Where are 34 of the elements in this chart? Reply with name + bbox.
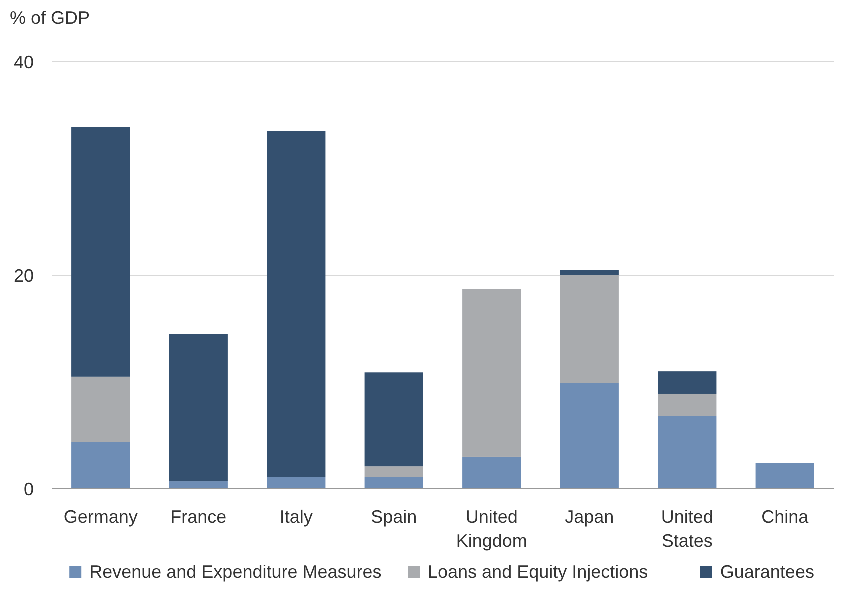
bar bbox=[364, 466, 424, 478]
bar bbox=[169, 482, 228, 489]
legend-label: Revenue and Expenditure Measures bbox=[90, 562, 382, 582]
bar bbox=[560, 383, 619, 489]
bar bbox=[462, 289, 522, 457]
bar bbox=[364, 477, 424, 489]
legend-label: Loans and Equity Injections bbox=[428, 562, 648, 582]
y-tick-label: 20 bbox=[14, 266, 34, 286]
x-tick-label: Italy bbox=[280, 507, 313, 527]
bar bbox=[658, 416, 717, 489]
bar bbox=[267, 131, 326, 478]
y-tick-label: 0 bbox=[24, 479, 34, 500]
y-axis-title: % of GDP bbox=[10, 8, 90, 28]
bar bbox=[462, 456, 522, 489]
bar bbox=[756, 463, 814, 489]
bar bbox=[267, 477, 326, 489]
bar bbox=[658, 372, 717, 394]
y-tick-label: 40 bbox=[14, 52, 34, 72]
x-tick-label: United Kingdom bbox=[456, 507, 528, 551]
x-tick-label: China bbox=[762, 507, 810, 527]
bar bbox=[72, 376, 130, 442]
bar bbox=[560, 276, 619, 384]
bar bbox=[364, 372, 424, 467]
x-tick-label: Japan bbox=[565, 507, 614, 527]
x-tick-label: United States bbox=[661, 507, 714, 551]
x-tick-label: France bbox=[170, 507, 227, 527]
bar bbox=[560, 270, 619, 276]
bar bbox=[169, 334, 228, 482]
legend-label: Guarantees bbox=[720, 562, 814, 582]
x-tick-label: Germany bbox=[64, 507, 138, 527]
bar bbox=[658, 394, 717, 416]
bar bbox=[72, 127, 130, 377]
bar bbox=[72, 442, 130, 489]
x-tick-label: Spain bbox=[371, 507, 418, 527]
